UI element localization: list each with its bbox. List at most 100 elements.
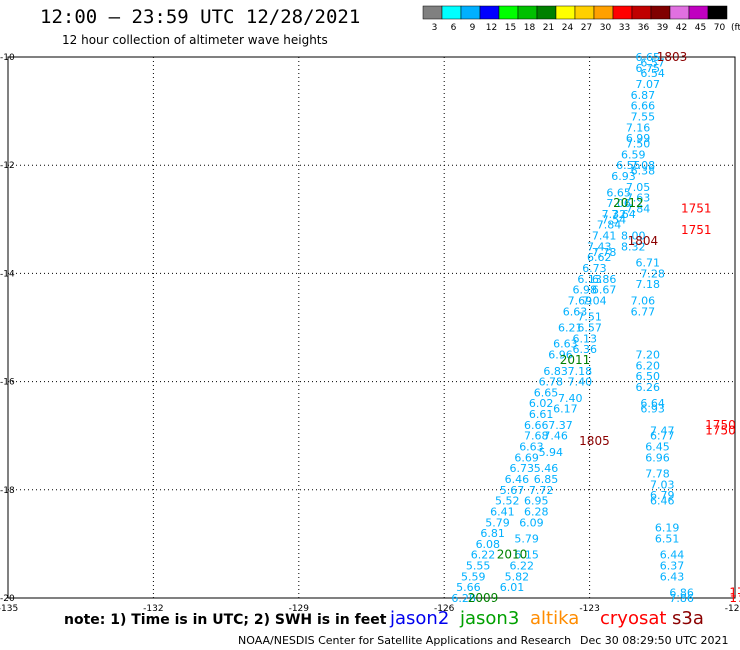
- map-frame: [7, 56, 736, 599]
- swh-value: 7.84: [626, 202, 651, 215]
- swh-value: 6.61: [529, 408, 554, 421]
- swh-value: 6.01: [500, 581, 525, 594]
- track-b: 7.086.387.057.637.847.647.548.008.327.78…: [500, 159, 694, 605]
- swh-value: 7.69: [568, 294, 593, 307]
- lat-tick-label: -12: [0, 161, 15, 171]
- legend-label-3: 3: [432, 23, 438, 33]
- swh-value: 6.65: [636, 51, 661, 64]
- swh-value: 6.46: [505, 473, 530, 486]
- swh-value: 6.26: [636, 381, 661, 394]
- pass-time-label: 1749: [729, 591, 740, 605]
- pass-time-label: 1751: [681, 201, 712, 215]
- lon-tick-label: -132: [143, 604, 163, 614]
- swh-value: 7.41: [592, 230, 617, 243]
- pass-time-label: 2012: [613, 196, 644, 210]
- swh-value: 5.79: [485, 516, 510, 529]
- legend-label-45: 45: [695, 23, 706, 33]
- pass-time-label: 1750: [705, 423, 736, 437]
- swh-value: 7.46: [543, 430, 568, 443]
- legend-swatch-15: [498, 5, 519, 20]
- lat-tick-label: -20: [0, 594, 15, 604]
- lon-tick-label: -123: [579, 604, 599, 614]
- legend-label-21: 21: [543, 23, 554, 33]
- lon-tick-label: -126: [434, 604, 455, 614]
- swh-value: 6.98: [573, 284, 598, 297]
- swh-value: 5.59: [461, 570, 486, 583]
- swh-value: 6.09: [519, 516, 544, 529]
- swh-value: 7.04: [582, 294, 607, 307]
- swh-value: 6.08: [476, 538, 501, 551]
- legend-swatch-45: [688, 5, 709, 20]
- swh-value: 6.28: [451, 592, 476, 605]
- swh-value: 8.32: [621, 240, 646, 253]
- swh-value: 7.51: [577, 311, 602, 324]
- lon-tick-label: -129: [289, 604, 310, 614]
- swh-value: 6.41: [490, 505, 515, 518]
- legend-swatch-12: [479, 5, 500, 20]
- footer-note: note: 1) Time is in UTC; 2) SWH is in fe…: [64, 612, 387, 628]
- swh-value: 7.78: [645, 468, 670, 481]
- swh-value: 6.81: [480, 527, 505, 540]
- swh-value: 7.06: [631, 294, 656, 307]
- swh-value: 6.77: [631, 305, 656, 318]
- swh-value: 5.94: [539, 446, 564, 459]
- swh-value: 6.59: [621, 148, 646, 161]
- legend-swatch-42: [669, 5, 690, 20]
- swh-value: 7.37: [548, 419, 573, 432]
- legend-swatch-9: [460, 5, 481, 20]
- pass-time-label: 2009: [468, 591, 499, 605]
- swh-value: 6.83: [543, 365, 568, 378]
- swh-value: 6.43: [660, 570, 685, 583]
- swh-value: 6.93: [611, 170, 636, 183]
- pass-time-label: 1804: [628, 234, 659, 248]
- legend-swatch-27: [574, 5, 595, 20]
- swh-value: 6.54: [640, 67, 665, 80]
- satellite-altika-label: altika: [530, 608, 580, 629]
- legend-swatch-70: [707, 5, 728, 20]
- swh-value: 7.72: [529, 484, 554, 497]
- swh-value: 5.52: [495, 495, 520, 508]
- swh-value: 6.73: [509, 462, 534, 475]
- swh-value: 6.96: [548, 349, 573, 362]
- swh-value: 6.38: [631, 165, 656, 178]
- pass-time-label: 2011: [560, 353, 591, 367]
- swh-value: 6.50: [636, 370, 661, 383]
- swh-value: 6.73: [582, 262, 607, 275]
- swh-value: 6.15: [514, 549, 539, 562]
- swh-value: 7.78: [592, 246, 617, 259]
- swh-value: 5.55: [466, 560, 491, 573]
- swh-value: 5.46: [534, 462, 559, 475]
- swh-value: 7.50: [626, 138, 651, 151]
- wave-height-tracks: 6.656.576.756.547.076.876.667.557.166.99…: [451, 51, 694, 605]
- swh-value: 7.86: [669, 592, 694, 605]
- swh-value: 6.79: [650, 489, 675, 502]
- swh-value: 7.07: [636, 78, 661, 91]
- legend-label-9: 9: [470, 23, 476, 33]
- swh-value: 6.96: [645, 451, 670, 464]
- swh-value: 6.93: [640, 403, 665, 416]
- pass-time-label: 1803: [657, 50, 688, 64]
- legend-label-30: 30: [600, 23, 612, 33]
- swh-value: 7.47: [650, 424, 675, 437]
- swh-value: 7.54: [602, 213, 627, 226]
- legend-label-33: 33: [619, 23, 630, 33]
- satellite-jason2-label: jason2: [390, 608, 450, 629]
- swh-value: 6.86: [669, 587, 694, 600]
- swh-value: 6.87: [631, 89, 656, 102]
- swh-value: 6.65: [534, 386, 559, 399]
- legend-swatch-3: [422, 5, 443, 20]
- swh-value: 6.22: [471, 549, 496, 562]
- swh-value: 6.44: [660, 549, 685, 562]
- pass-time-label: 1805: [579, 434, 610, 448]
- swh-value: 7.18: [636, 278, 661, 291]
- lon-tick-label: -135: [0, 604, 18, 614]
- swh-value: 6.71: [636, 257, 661, 270]
- legend-label-12: 12: [486, 23, 497, 33]
- swh-value: 6.20: [636, 359, 661, 372]
- map-subtitle: 12 hour collection of altimeter wave hei…: [62, 33, 328, 47]
- swh-value: 6.63: [563, 305, 588, 318]
- swh-value: 7.06: [606, 197, 631, 210]
